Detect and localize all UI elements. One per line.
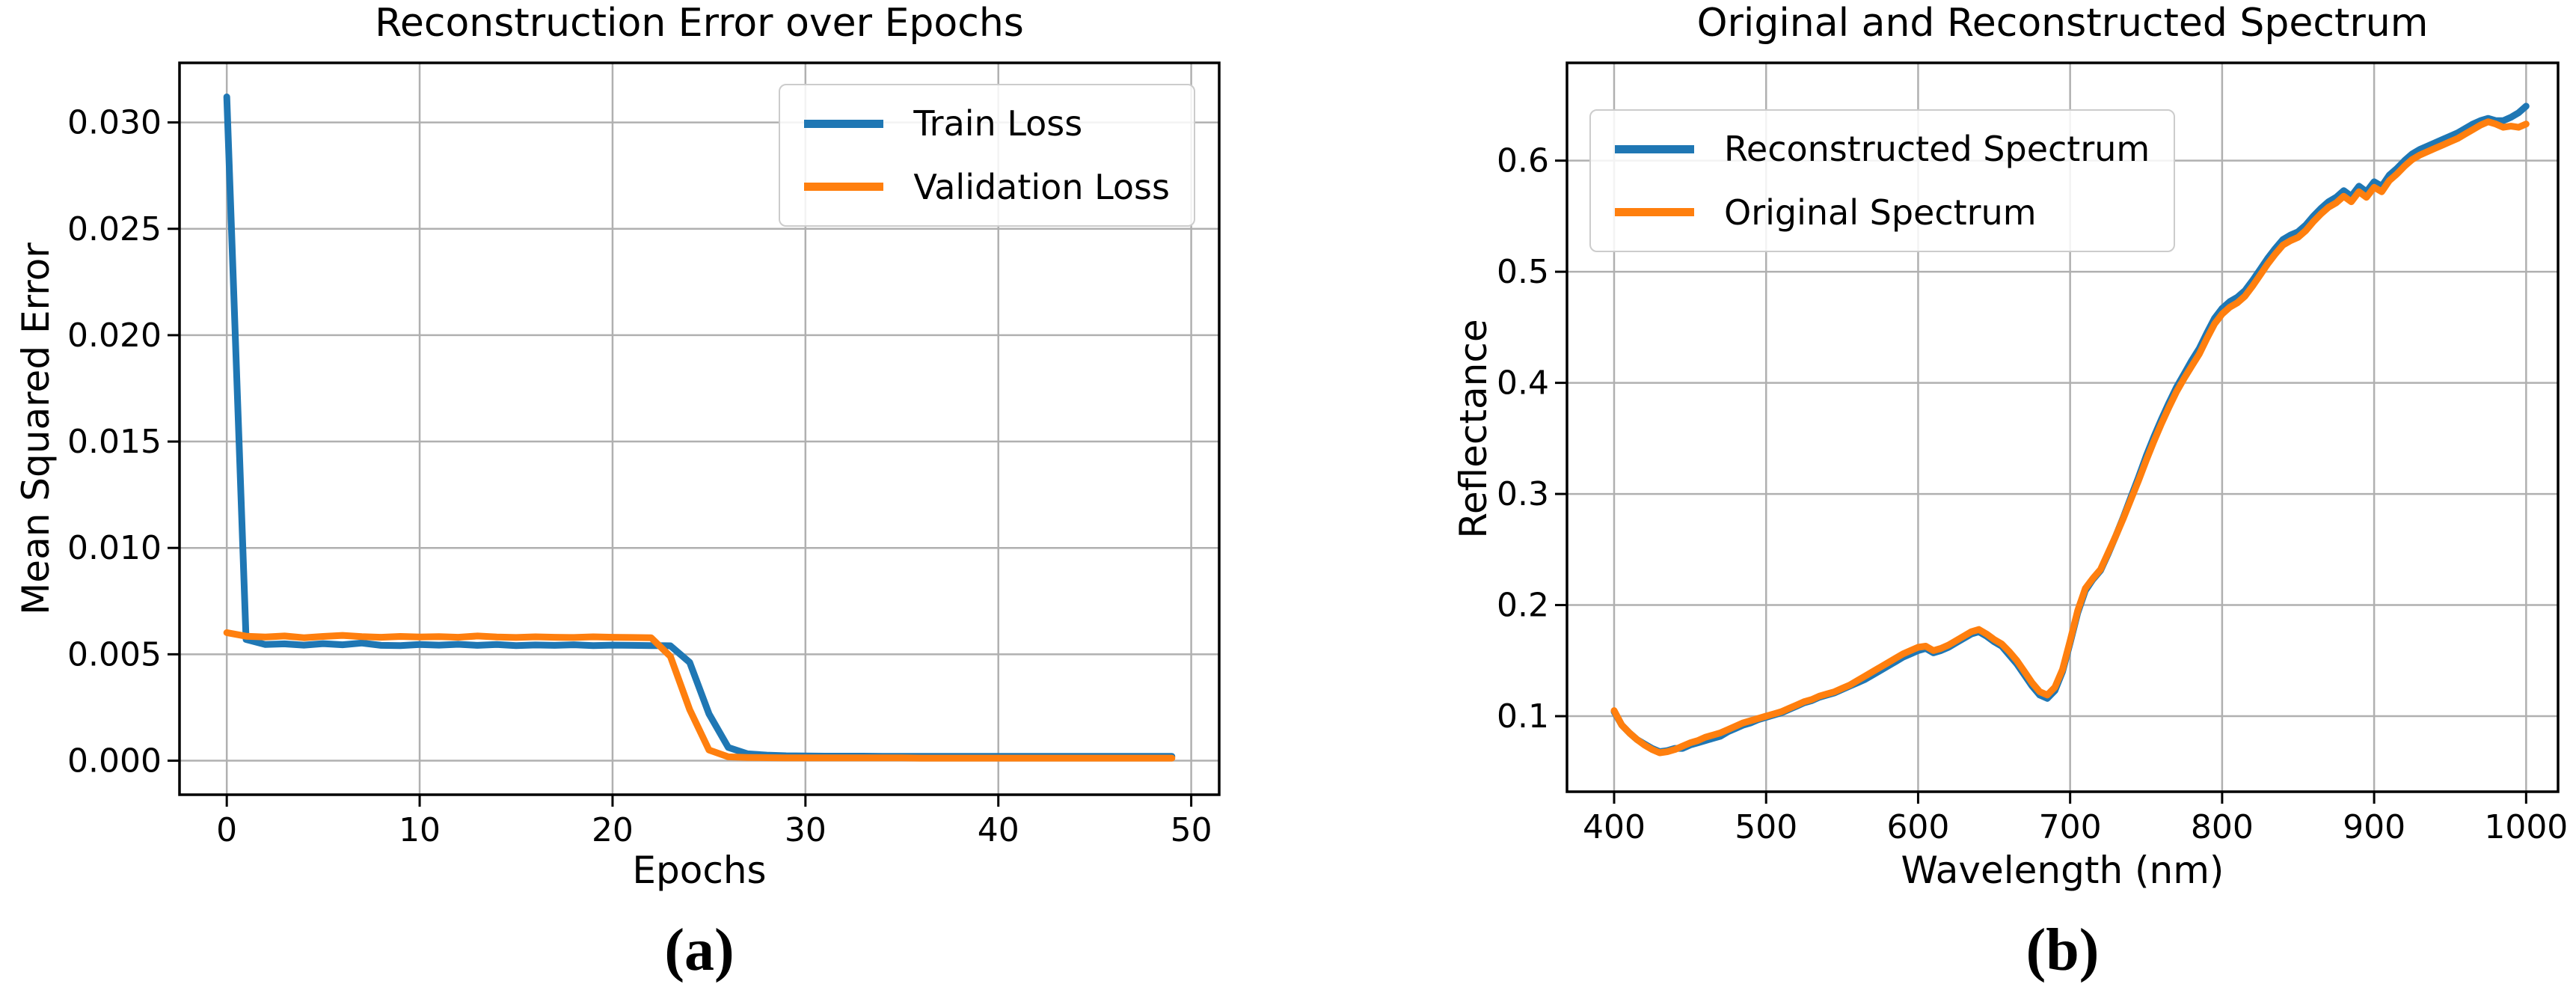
y-axis-label: Mean Squared Error xyxy=(14,242,58,615)
legend: Train Loss Validation Loss xyxy=(779,84,1195,227)
x-tick-label: 500 xyxy=(1735,808,1797,846)
y-tick-label: 0.025 xyxy=(67,210,162,248)
x-tick-label: 40 xyxy=(978,811,1019,849)
y-tick-label: 0.005 xyxy=(67,635,162,673)
reconstructed-spectrum-swatch xyxy=(1615,144,1694,153)
x-tick-label: 900 xyxy=(2343,808,2405,846)
subfigure-a: 0 10 20 30 40 50 0.000 0.005 0.010 0.015 0.020 0.02… xyxy=(14,1,1221,983)
x-tick-label: 600 xyxy=(1886,808,1949,846)
y-tick-label: 0.3 xyxy=(1497,475,1549,513)
x-axis-label: Wavelength (nm) xyxy=(1901,849,2224,892)
legend-label: Validation Loss xyxy=(913,166,1170,207)
plot-frame xyxy=(178,61,1221,796)
x-tick-label: 400 xyxy=(1583,808,1646,846)
train-loss-swatch xyxy=(804,119,884,128)
y-tick-label: 0.4 xyxy=(1497,364,1549,403)
x-tick-label: 20 xyxy=(592,811,634,849)
x-tick-label: 0 xyxy=(216,811,237,849)
subfigure-caption-a: (a) xyxy=(664,917,735,983)
y-tick-label: 0.015 xyxy=(67,423,162,461)
legend-label: Original Spectrum xyxy=(1724,192,2037,233)
x-tick-label: 1000 xyxy=(2484,808,2568,846)
x-tick-label: 800 xyxy=(2191,808,2254,846)
plot-frame xyxy=(1565,61,2560,793)
legend-entry: Train Loss xyxy=(804,105,1170,143)
y-tick-label: 0.1 xyxy=(1497,697,1549,736)
y-tick-label: 0.030 xyxy=(67,104,162,142)
x-tick-label: 700 xyxy=(2039,808,2102,846)
y-tick-label: 0.020 xyxy=(67,317,162,355)
y-tick-label: 0.2 xyxy=(1497,587,1549,625)
y-tick-label: 0.000 xyxy=(67,742,162,780)
original-spectrum-swatch xyxy=(1615,208,1694,217)
legend-entry: Validation Loss xyxy=(804,168,1170,207)
spectrum-chart: 400 500 600 700 800 900 1000 0.1 0.2 0.3 0.4 0.5 0.6 xyxy=(1497,61,2568,846)
x-tick-label: 50 xyxy=(1171,811,1212,849)
validation-loss-line xyxy=(223,629,1176,762)
chart-title: Reconstruction Error over Epochs xyxy=(375,1,1024,46)
subfigure-caption-b: (b) xyxy=(2025,917,2100,983)
y-tick-label: 0.6 xyxy=(1497,142,1549,180)
legend-entry: Original Spectrum xyxy=(1615,192,2150,233)
legend-label: Reconstructed Spectrum xyxy=(1724,129,2150,169)
y-axis-label: Reflectance xyxy=(1452,319,1495,539)
validation-loss-swatch xyxy=(804,183,884,192)
x-tick-label: 10 xyxy=(399,811,441,849)
y-tick-label: 0.010 xyxy=(67,529,162,567)
y-tick-label: 0.5 xyxy=(1497,253,1549,291)
x-axis-label: Epochs xyxy=(632,849,767,892)
original-spectrum-line xyxy=(1610,118,2530,757)
legend-label: Train Loss xyxy=(913,103,1083,144)
chart-title: Original and Reconstructed Spectrum xyxy=(1696,1,2429,46)
legend: Reconstructed Spectrum Original Spectrum xyxy=(1589,109,2176,253)
subfigure-b: 400 500 600 700 800 900 1000 0.1 0.2 0.3 0.4 0.5 0.6… xyxy=(1288,0,2576,999)
legend-entry: Reconstructed Spectrum xyxy=(1615,130,2150,168)
x-tick-label: 30 xyxy=(785,811,827,849)
